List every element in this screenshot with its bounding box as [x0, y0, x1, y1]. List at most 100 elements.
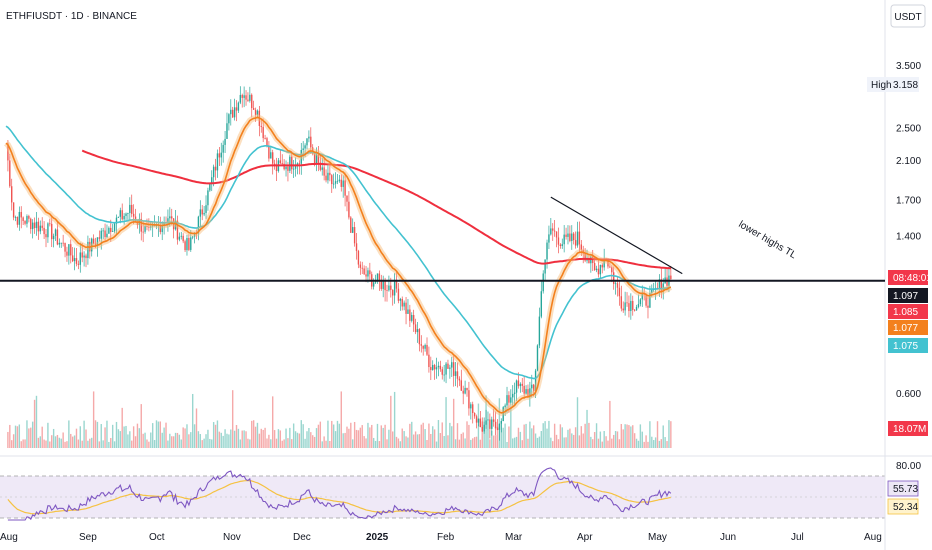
volume-bar — [92, 391, 95, 448]
volume-bar — [98, 441, 101, 448]
candle-body — [142, 231, 144, 233]
candle-body — [430, 367, 432, 370]
volume-bar — [452, 398, 455, 448]
candle-body — [96, 237, 99, 246]
volume-bar — [214, 424, 217, 448]
volume-bar — [635, 438, 638, 448]
candle-body — [136, 221, 139, 225]
candle-body — [304, 145, 306, 149]
volume-bar — [49, 441, 51, 448]
volume-bar — [153, 440, 156, 448]
volume-bar — [540, 430, 543, 448]
volume-bar — [532, 425, 535, 448]
volume-bar — [235, 425, 238, 448]
volume-bar — [592, 439, 594, 448]
volume-bar — [79, 426, 81, 448]
volume-bar — [395, 436, 398, 448]
rsi-ma-value-box — [887, 498, 919, 515]
candle-body — [239, 94, 242, 103]
volume-bar — [595, 423, 598, 448]
volume-bar — [578, 435, 581, 448]
volume-bar — [382, 427, 384, 448]
candle-body — [346, 195, 348, 202]
volume-bar — [291, 439, 293, 448]
candle-body — [376, 273, 379, 282]
candle-body — [33, 222, 36, 229]
volume-bar — [525, 423, 527, 448]
volume-bar — [340, 391, 342, 448]
candle-body — [473, 413, 476, 417]
volume-bar — [323, 436, 325, 448]
volume-bar — [338, 423, 341, 448]
candle-body — [266, 138, 268, 146]
volume-bar — [239, 439, 242, 448]
time-tick-label: Aug — [0, 532, 18, 543]
volume-bar — [622, 429, 624, 448]
currency-box[interactable] — [890, 4, 926, 28]
candle-body — [243, 95, 245, 98]
price-tag-box — [888, 338, 928, 353]
candle-body — [329, 172, 331, 176]
volume-bar — [565, 437, 567, 448]
candle-body — [662, 283, 664, 292]
price-tag-box — [888, 304, 928, 319]
candle-body — [9, 160, 11, 187]
volume-bar — [329, 440, 331, 448]
candle-body — [289, 156, 291, 171]
candle-body — [418, 329, 421, 345]
volume-bar — [552, 441, 554, 448]
volume-bar — [230, 429, 232, 448]
volume-bar — [412, 434, 415, 448]
candle-body — [392, 289, 394, 296]
candle-body — [565, 234, 567, 237]
volume-bar — [332, 424, 335, 448]
candle-body — [548, 234, 550, 243]
candle-body — [275, 165, 278, 172]
volume-bar — [123, 426, 125, 448]
volume-bar — [460, 433, 462, 448]
candle-body — [451, 362, 453, 368]
volume-bar — [607, 440, 609, 448]
trendline-lower-highs[interactable] — [550, 196, 683, 275]
rsi-value-text: 55.73 — [893, 484, 918, 495]
volume-bar — [252, 420, 255, 448]
volume-bar — [483, 421, 485, 448]
candle-body — [395, 280, 398, 289]
candle-body — [94, 243, 97, 246]
candle-body — [616, 283, 619, 288]
volume-bar — [231, 390, 234, 448]
volume-bar — [344, 432, 346, 448]
candle-body — [180, 235, 182, 237]
volume-bar — [411, 421, 413, 448]
volume-bar — [260, 428, 262, 448]
candle-body — [517, 380, 520, 387]
candle-body — [235, 107, 238, 111]
volume-bar — [567, 429, 569, 448]
volume-bar — [325, 440, 327, 448]
volume-bar — [207, 429, 209, 448]
volume-bar — [418, 434, 421, 448]
volume-bar — [14, 425, 17, 448]
candle-body — [184, 241, 186, 251]
volume-bar — [262, 429, 264, 448]
price-tag-box — [888, 288, 928, 303]
volume-bar — [641, 431, 643, 448]
volume-bar — [205, 434, 207, 448]
candle-body — [409, 309, 411, 321]
volume-bar — [651, 436, 653, 448]
candle-body — [452, 362, 455, 376]
candle-body — [216, 153, 219, 171]
volume-bar — [142, 433, 144, 448]
volume-bar — [612, 434, 615, 448]
volume-bar — [481, 421, 483, 448]
candle-body — [432, 364, 434, 370]
ema-50-line — [5, 125, 671, 380]
volume-bar — [392, 431, 394, 448]
candle-body — [106, 233, 108, 238]
volume-bar — [529, 421, 531, 448]
volume-bar — [119, 431, 121, 448]
volume-bar — [66, 441, 68, 448]
price-tick-label: 3.500 — [896, 61, 921, 72]
candle-body — [422, 345, 424, 349]
